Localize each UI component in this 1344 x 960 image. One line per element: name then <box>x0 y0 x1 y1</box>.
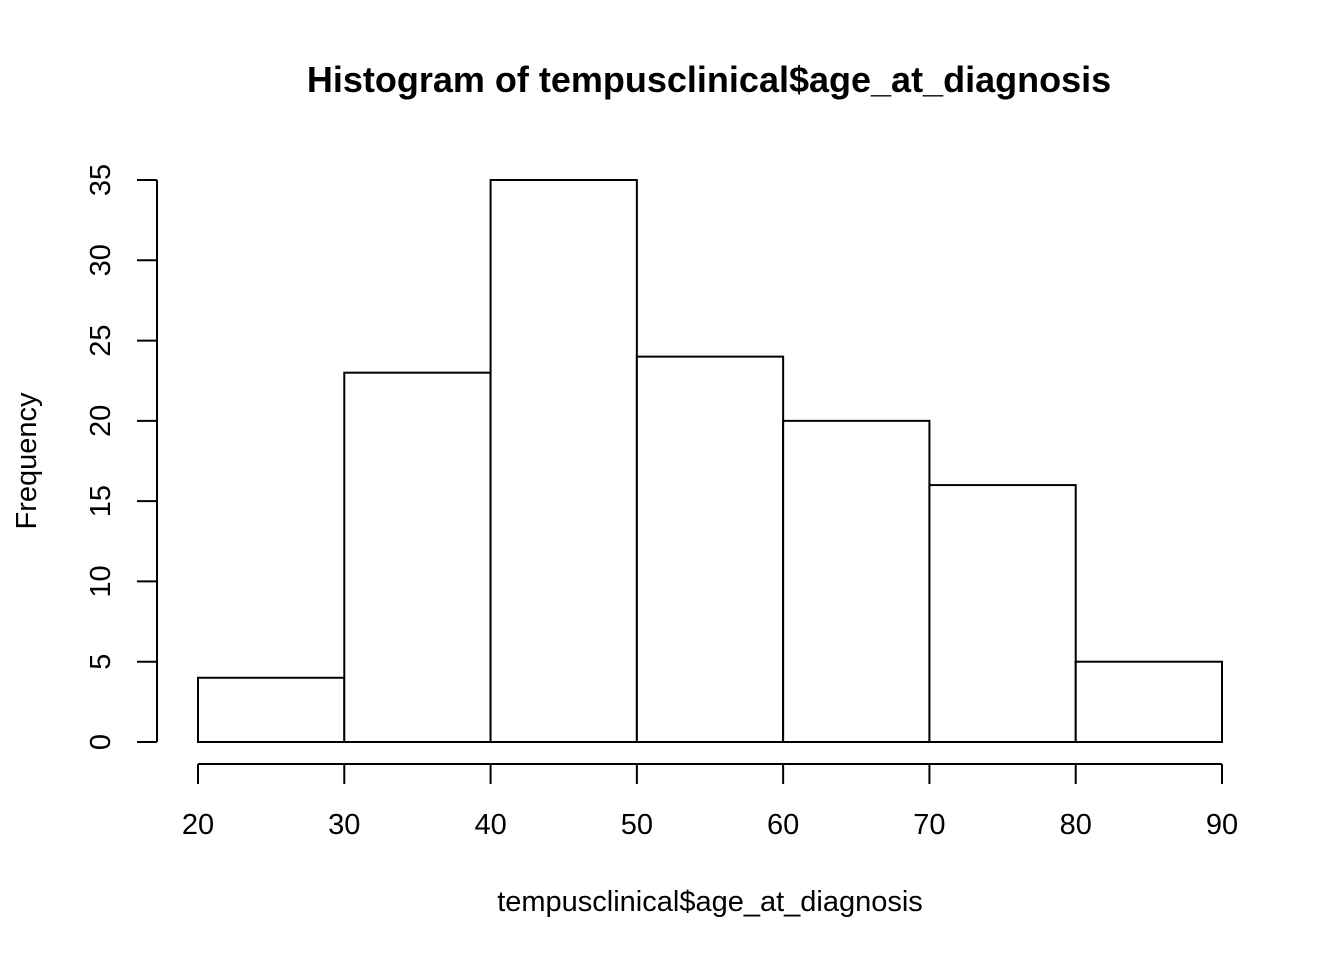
x-tick-label-40: 40 <box>474 809 506 841</box>
histogram-bar-30-40 <box>343 371 492 743</box>
y-tick-label-30: 30 <box>85 244 117 276</box>
y-tick-label-5: 5 <box>85 654 117 670</box>
x-tick-label-20: 20 <box>182 809 214 841</box>
histogram-bar-20-30 <box>197 676 346 743</box>
x-tick-label-80: 80 <box>1060 809 1092 841</box>
histogram-bar-80-90 <box>1074 660 1223 744</box>
y-tick-label-25: 25 <box>85 324 117 356</box>
y-tick-label-10: 10 <box>85 565 117 597</box>
x-tick-label-90: 90 <box>1206 809 1238 841</box>
x-tick-label-70: 70 <box>913 809 945 841</box>
chart-title: Histogram of tempusclinical$age_at_diagn… <box>307 59 1111 100</box>
histogram-bar-50-60 <box>635 355 785 743</box>
x-tick-label-30: 30 <box>328 809 360 841</box>
bars-group <box>197 179 1223 744</box>
histogram-bar-70-80 <box>928 484 1077 743</box>
x-tick-label-60: 60 <box>767 809 799 841</box>
y-tick-label-20: 20 <box>85 405 117 437</box>
y-axis: 0 5 10 15 20 25 30 35 <box>85 164 158 750</box>
histogram-bar-60-70 <box>782 419 931 743</box>
y-axis-label: Frequency <box>11 392 43 530</box>
y-tick-label-0: 0 <box>85 734 117 750</box>
x-axis: 20 30 40 50 60 70 80 90 <box>182 763 1238 841</box>
histogram-bar-40-50 <box>489 179 638 743</box>
x-axis-label: tempusclinical$age_at_diagnosis <box>497 886 923 918</box>
x-tick-label-50: 50 <box>621 809 653 841</box>
y-tick-label-15: 15 <box>85 485 117 517</box>
y-tick-label-35: 35 <box>85 164 117 196</box>
